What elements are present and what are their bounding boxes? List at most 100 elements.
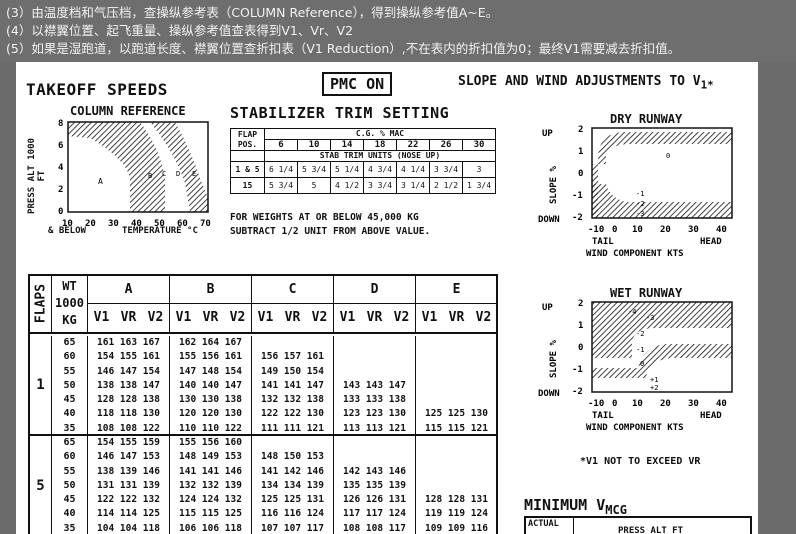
- weight-column: 65 60 55 50 45 40 35: [52, 336, 88, 437]
- stab-cg-value: 18: [363, 139, 397, 151]
- min-vmcg-text: MINIMUM V: [524, 496, 606, 514]
- column-ref-zone-b: B: [148, 172, 152, 180]
- speed-cell: [252, 336, 333, 350]
- wet-xtick: 40: [716, 399, 727, 409]
- wet-xtick: 20: [660, 399, 671, 409]
- weight-column: 65 60 55 50 45 40 35: [52, 436, 88, 534]
- column-ref-ylabel-box: PRESS ALT 1000 FT: [20, 132, 50, 214]
- column-ref-title: COLUMN REFERENCE: [70, 104, 186, 118]
- wet-xtick: 0: [612, 399, 617, 409]
- speed-cell: [334, 436, 415, 450]
- column-letter: A: [88, 276, 169, 304]
- speed-cell: 141 141 146: [179, 465, 242, 477]
- column-ref-xtick: 10: [62, 219, 73, 229]
- column-letter: E: [416, 276, 497, 304]
- dry-ytick: -1: [572, 191, 583, 201]
- stab-cell: 3 1/4: [396, 177, 430, 194]
- weight-cell: 65: [63, 437, 76, 448]
- wet-hatch-1: [592, 302, 732, 358]
- column-ref-zone-d: D: [176, 170, 180, 178]
- dry-region: -2: [636, 200, 644, 208]
- speed-cell: 141 141 147: [261, 379, 324, 391]
- column-ref-ytick: 8: [58, 119, 63, 129]
- slope-wind-title-text: SLOPE AND WIND ADJUSTMENTS TO V: [458, 74, 701, 89]
- dry-tail: TAIL: [592, 237, 614, 247]
- speed-cell: 161 163 167: [97, 337, 160, 348]
- dry-runway-chart: 0 -1 -2 -3 UP DOWN 2 1 0 -1 -2 -10 0 10 …: [538, 125, 733, 259]
- wet-region: 0: [640, 360, 644, 368]
- column-d-header: D V1 VR V2: [334, 276, 416, 334]
- column-ref-ytick: 2: [58, 185, 63, 195]
- speed-cell: [416, 365, 497, 379]
- speed-cell: 130 130 138: [179, 394, 242, 406]
- speed-cell: 146 147 153: [97, 451, 160, 463]
- stab-row-flap: 1 & 5: [230, 161, 265, 178]
- speed-cell: 104 104 118: [97, 522, 160, 534]
- flaps-header: FLAPS: [33, 283, 49, 324]
- stab-cell: 4 3/4: [363, 161, 397, 178]
- weight-cell: 65: [63, 337, 76, 348]
- v-speed-labels: V1 VR V2: [88, 304, 169, 332]
- weight-cell: 50: [63, 479, 76, 491]
- column-ref-xtick: 40: [131, 219, 142, 229]
- v-speed-labels: V1 VR V2: [252, 304, 333, 332]
- wet-ytick: 1: [578, 321, 583, 331]
- speed-cell: 119 119 124: [425, 508, 488, 520]
- wet-head: HEAD: [700, 411, 722, 421]
- speed-cell: 125 125 131: [261, 494, 324, 506]
- stab-cg-value: 22: [396, 139, 430, 151]
- speed-cell: [416, 465, 497, 479]
- dry-xlabel: WIND COMPONENT KTS: [586, 249, 684, 259]
- speed-cell: 118 118 130: [97, 408, 160, 420]
- min-vmcg-sub: MCG: [605, 503, 627, 517]
- dry-region: -1: [636, 190, 644, 198]
- speed-cell: 132 132 139: [179, 479, 242, 491]
- instruction-line-3: (3）由温度档和气压档，查操纵参考表（COLUMN Reference），得到操…: [6, 5, 499, 20]
- wet-region: +2: [650, 384, 658, 392]
- wet-region: -3: [646, 314, 654, 322]
- stab-cg-value: 14: [330, 139, 364, 151]
- column-ref-hatch-band-1: [68, 122, 165, 212]
- column-ref-zone-c: C: [162, 170, 166, 178]
- dry-xtick: 30: [688, 225, 699, 235]
- speed-cell: 128 128 138: [97, 394, 160, 406]
- wet-ytick: -2: [572, 387, 583, 397]
- speed-cell: [334, 365, 415, 379]
- speed-cell: 108 108 117: [343, 522, 406, 534]
- wet-xtick: 10: [632, 399, 643, 409]
- wet-xtick: 30: [688, 399, 699, 409]
- wt-header-line: 1000: [55, 296, 84, 310]
- speed-cell: 133 133 138: [343, 394, 406, 406]
- weight-cell: 45: [63, 394, 76, 406]
- min-vmcg-table: ACTUAL PRESS ALT FT: [524, 516, 752, 534]
- speed-cell: 138 138 147: [97, 379, 160, 391]
- speed-cell: 117 117 124: [343, 508, 406, 520]
- v-speed-label: V2: [229, 310, 246, 325]
- dry-head: HEAD: [700, 237, 722, 247]
- speed-cell: 107 107 117: [261, 522, 324, 534]
- wet-ytick: 2: [578, 299, 583, 309]
- weight-cell: 55: [63, 465, 76, 477]
- stab-cell: 6 1/4: [264, 161, 298, 178]
- stab-cell: 4 1/4: [396, 161, 430, 178]
- wet-xlabel: WIND COMPONENT KTS: [586, 423, 684, 433]
- speed-cell: 154 155 161: [97, 351, 160, 363]
- stab-cell: 4 1/2: [330, 177, 364, 194]
- speed-cell: [334, 336, 415, 350]
- column-ref-zone-e: E: [192, 170, 196, 178]
- stab-flap-header: FLAP POS.: [230, 128, 265, 151]
- weight-cell: 45: [63, 494, 76, 506]
- dry-up: UP: [542, 129, 553, 139]
- stab-cell: 5 3/4: [297, 161, 331, 178]
- wet-region: -4: [628, 308, 636, 316]
- dry-ytick: -2: [572, 213, 583, 223]
- speed-column-a: 161 163 167 154 155 161 146 147 154 138 138…: [88, 336, 170, 437]
- speed-cell: 148 149 153: [179, 451, 242, 463]
- speed-cell: 148 150 153: [261, 451, 324, 463]
- wt-header-line: WT: [62, 279, 77, 293]
- wet-region: -1: [636, 346, 644, 354]
- speed-column-e: 125 125 130 115 115 121: [416, 336, 498, 437]
- v-speed-label: VR: [120, 310, 137, 325]
- v-speed-label: V1: [421, 310, 438, 325]
- slope-wind-title: SLOPE AND WIND ADJUSTMENTS TO V1*: [458, 74, 714, 92]
